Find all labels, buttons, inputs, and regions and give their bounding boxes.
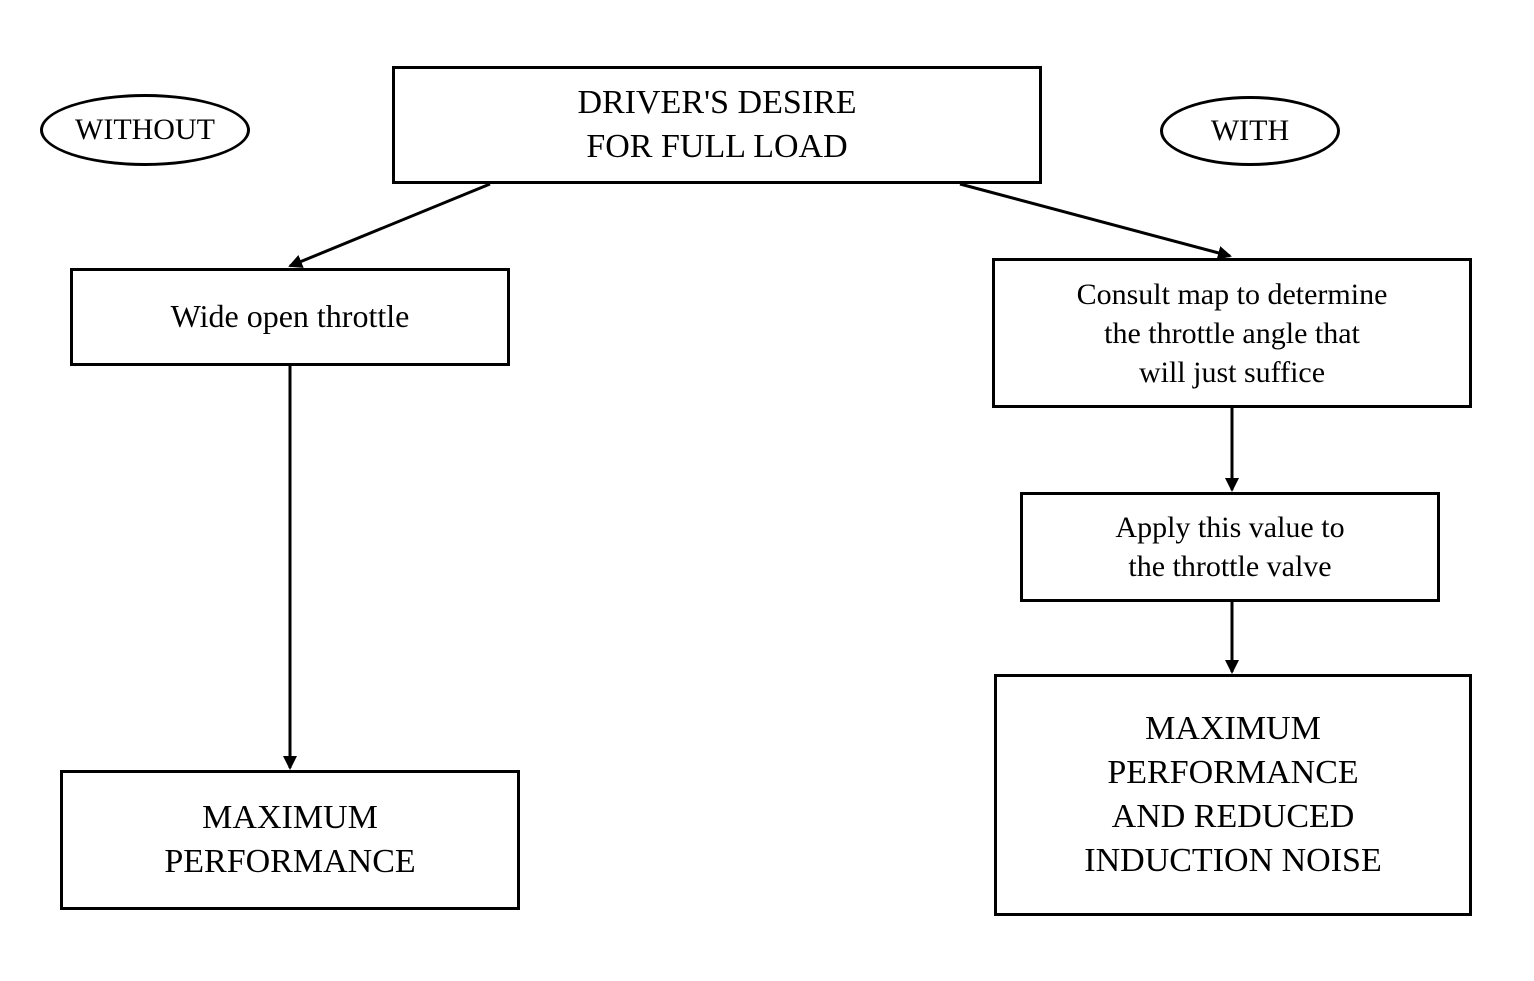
edge bbox=[960, 184, 1230, 256]
edge bbox=[290, 184, 490, 266]
edges-layer bbox=[0, 0, 1534, 981]
